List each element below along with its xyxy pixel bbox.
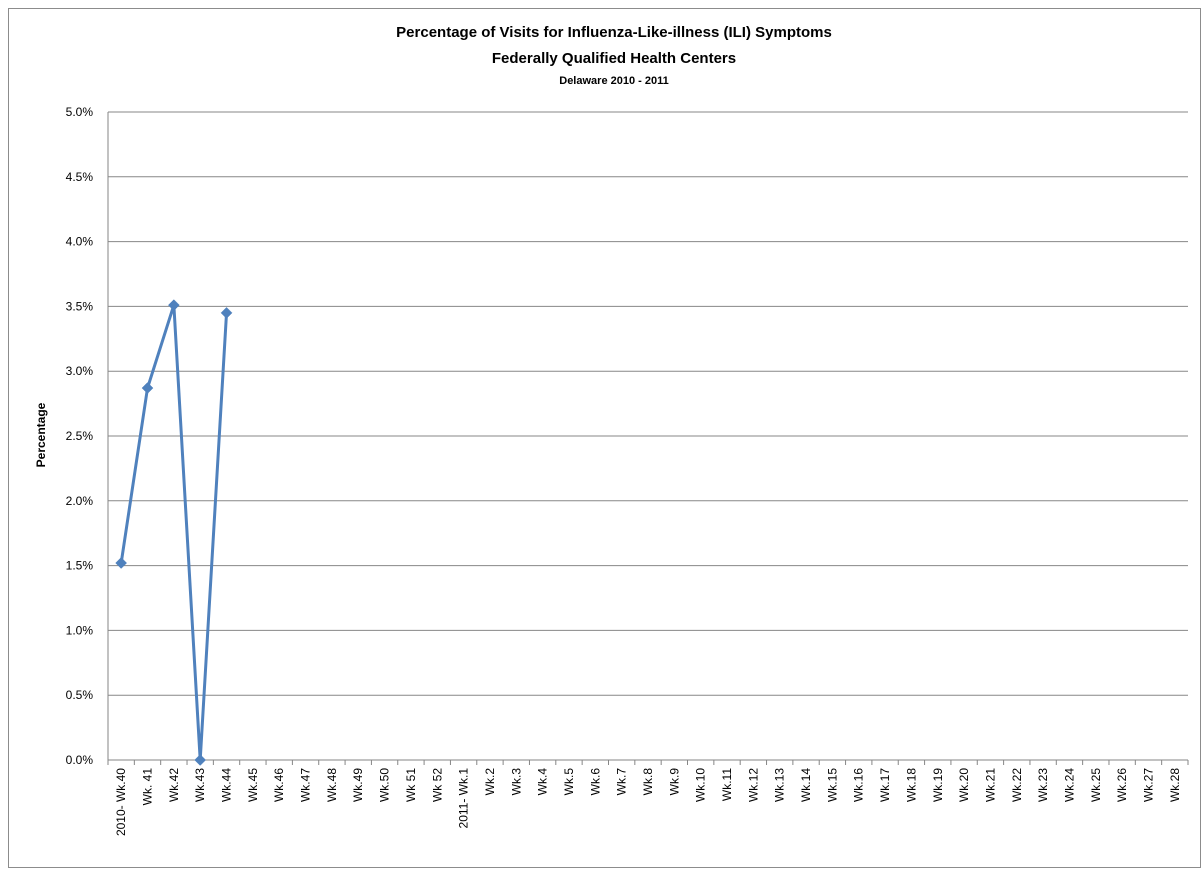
y-tick-label: 3.0%: [66, 364, 94, 378]
x-tick-label: Wk.22: [1010, 768, 1024, 802]
x-tick-label: 2010- Wk.40: [114, 768, 128, 836]
x-tick-label: Wk.13: [773, 768, 787, 802]
chart-title: Percentage of Visits for Influenza-Like-…: [396, 24, 832, 41]
x-tick-label: Wk.23: [1036, 768, 1050, 802]
x-tick-label: Wk.16: [852, 768, 866, 802]
x-tick-label: Wk.27: [1141, 768, 1155, 802]
y-tick-label: 0.0%: [66, 753, 94, 767]
x-tick-label: Wk.26: [1115, 768, 1129, 802]
x-tick-label: Wk.24: [1062, 768, 1076, 802]
x-tick-label: Wk.20: [957, 768, 971, 802]
y-tick-label: 2.0%: [66, 494, 94, 508]
y-tick-label: 2.5%: [66, 429, 94, 443]
chart-subtitle-2: Delaware 2010 - 2011: [559, 75, 668, 87]
x-tick-label: Wk.4: [536, 768, 550, 796]
series-line: [119, 303, 229, 762]
x-tick-label: Wk.18: [904, 768, 918, 802]
x-tick-label: Wk.45: [246, 768, 260, 802]
x-tick-labels: 2010- Wk.40 Wk. 41 Wk.42 Wk.43 Wk.44 Wk.45 Wk.…: [114, 768, 1182, 836]
x-tick-label: Wk.5: [562, 768, 576, 796]
data-point: [194, 754, 207, 766]
x-tick-label: Wk.47: [299, 768, 313, 802]
x-tick-label: Wk.6: [588, 768, 602, 796]
x-tick-label: Wk.10: [694, 768, 708, 802]
chart-frame: [8, 8, 1201, 868]
x-tick-label: Wk.28: [1168, 768, 1182, 802]
x-tick-label: Wk.14: [799, 768, 813, 802]
y-axis-label: Percentage: [34, 402, 48, 467]
y-tick-label: 4.5%: [66, 170, 94, 184]
x-tick-label: Wk.48: [325, 768, 339, 802]
y-tick-label: 1.5%: [66, 559, 94, 573]
x-tick-label: Wk.42: [167, 768, 181, 802]
x-tick-label: Wk.3: [509, 768, 523, 796]
x-tick-label: Wk.12: [746, 768, 760, 802]
x-axis: [107, 112, 1189, 765]
x-tick-label: Wk.44: [220, 768, 234, 802]
x-tick-label: Wk.43: [193, 768, 207, 802]
x-tick-label: Wk.8: [641, 768, 655, 796]
series-ili: [115, 299, 233, 766]
x-tick-label: Wk. 41: [141, 768, 155, 806]
y-tick-label: 4.0%: [66, 235, 94, 249]
x-tick-label: 2011- Wk.1: [457, 768, 471, 829]
y-tick-labels: 0.0% 0.5% 1.0% 1.5% 2.0% 2.5% 3.0% 3.5% 4.0% 4.5%…: [66, 105, 94, 767]
x-tick-label: Wk.17: [878, 768, 892, 802]
x-tick-label: Wk.2: [483, 768, 497, 796]
x-tick-label: Wk.49: [351, 768, 365, 802]
x-tick-label: Wk.50: [378, 768, 392, 802]
x-tick-label: Wk.9: [667, 768, 681, 796]
data-point: [115, 557, 128, 569]
x-tick-label: Wk.19: [931, 768, 945, 802]
x-tick-label: Wk.21: [983, 768, 997, 802]
x-tick-label: Wk.7: [615, 768, 629, 796]
y-tick-label: 5.0%: [66, 105, 94, 119]
y-tick-label: 0.5%: [66, 688, 94, 702]
data-point: [220, 307, 233, 319]
gridlines: [108, 111, 1188, 761]
data-point: [168, 299, 180, 311]
x-tick-label: Wk.15: [825, 768, 839, 802]
x-tick-label: Wk 52: [430, 768, 444, 802]
x-tick-label: Wk.25: [1089, 768, 1103, 802]
x-tick-label: Wk.46: [272, 768, 286, 802]
x-tick-label: Wk 51: [404, 768, 418, 802]
data-point: [141, 382, 154, 394]
y-tick-label: 3.5%: [66, 299, 94, 313]
chart-subtitle: Federally Qualified Health Centers: [492, 50, 736, 67]
y-tick-label: 1.0%: [66, 623, 94, 637]
x-tick-label: Wk.11: [720, 768, 734, 801]
